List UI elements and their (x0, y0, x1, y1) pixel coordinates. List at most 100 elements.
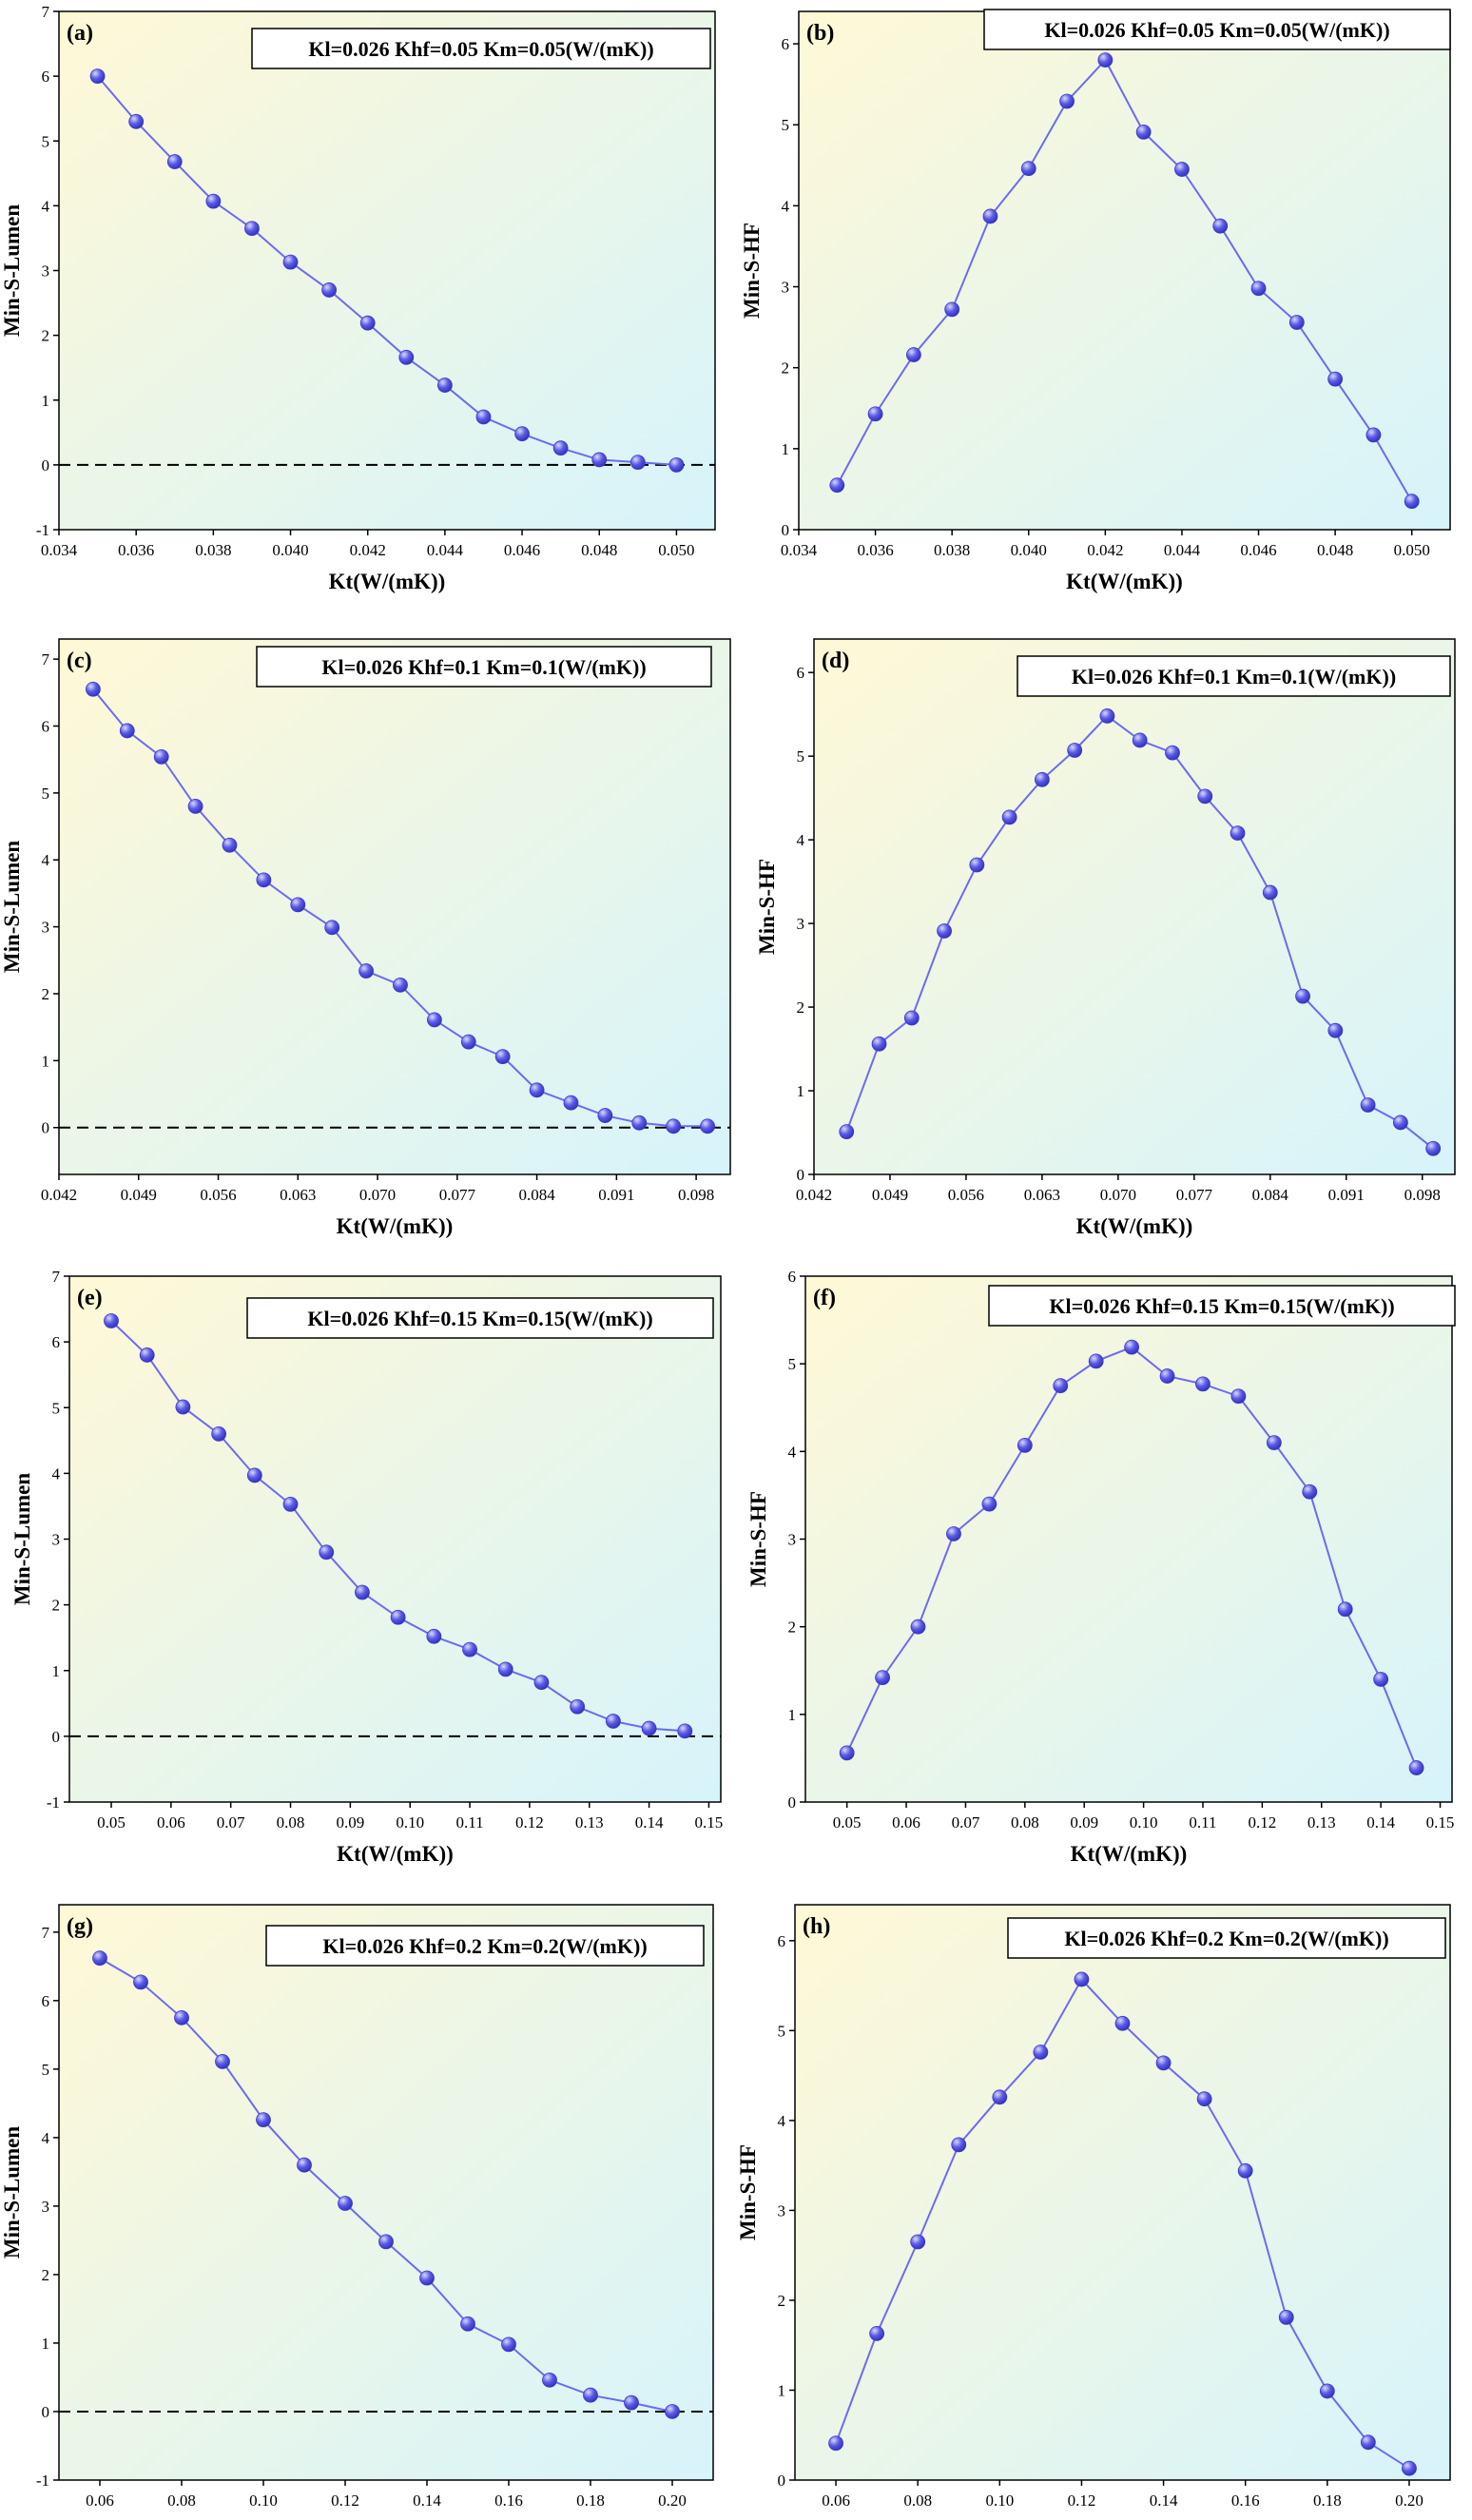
data-point (992, 2089, 1008, 2105)
x-tick-label: 0.050 (1394, 541, 1430, 559)
plot-area (59, 639, 730, 1174)
y-tick-label: 3 (797, 915, 805, 933)
data-point (205, 193, 222, 209)
data-point (570, 1698, 586, 1715)
data-point (1053, 1378, 1069, 1394)
x-tick-label: 0.056 (200, 1186, 236, 1204)
data-point (839, 1124, 855, 1140)
x-tick-label: 0.042 (41, 1186, 77, 1204)
panel-g: 0.06 0.08 0.10 0.12 0.14 0.16 0.18 0.20 -1 0 1 2 3 4 5… (0, 1904, 714, 2510)
annotation-box (246, 1297, 714, 1339)
y-tick-label: 2 (782, 359, 790, 378)
x-tick-label: 0.18 (1313, 2491, 1342, 2510)
data-point (1034, 771, 1050, 787)
y-tick-label: 0 (778, 2472, 786, 2490)
x-tick-label: 0.048 (581, 541, 617, 559)
x-axis-label: Kt(W/(mK)) (337, 1842, 454, 1866)
data-point (700, 1118, 715, 1134)
x-tick-label: 0.036 (857, 541, 893, 559)
data-point (1425, 1140, 1442, 1156)
annotation-text: Kl=0.026 Khf=0.15 Km=0.15(W/(mK)) (307, 1307, 652, 1330)
annotation-box (256, 646, 712, 688)
data-point (319, 1544, 335, 1560)
data-point (839, 1745, 855, 1761)
x-tick-label: 0.046 (504, 541, 540, 559)
y-tick-label: 3 (52, 1531, 61, 1549)
data-point (665, 2404, 680, 2419)
data-point (1132, 732, 1148, 748)
y-tick-label: 2 (42, 327, 50, 345)
y-axis-label: Min-S-HF (736, 2144, 760, 2240)
data-point (436, 378, 453, 393)
data-point (542, 2372, 557, 2388)
data-point (321, 282, 338, 298)
plot-area (805, 1276, 1452, 1802)
series-line (836, 58, 1413, 502)
y-tick-label: 4 (778, 2112, 786, 2130)
y-tick-label: 1 (782, 440, 790, 458)
x-axis-label: Kt(W/(mK)) (1076, 1214, 1193, 1238)
annotation-text: Kl=0.026 Khf=0.1 Km=0.1(W/(mK)) (1072, 665, 1396, 688)
data-point (1237, 2162, 1253, 2179)
annotation-text: Kl=0.026 Khf=0.05 Km=0.05(W/(mK)) (308, 37, 653, 61)
annotation-text: Kl=0.026 Khf=0.1 Km=0.1(W/(mK)) (321, 655, 646, 679)
panel-f: 0.05 0.06 0.07 0.08 0.09 0.10 0.11 0.12 0.13 0.14… (746, 1268, 1456, 1866)
data-point (946, 1526, 961, 1541)
data-point (867, 406, 883, 422)
x-tick-label: 0.070 (1100, 1186, 1136, 1204)
data-point (1059, 93, 1075, 109)
y-tick-label: 0 (797, 1166, 805, 1184)
data-point (869, 2326, 885, 2341)
y-tick-label: 1 (52, 1662, 61, 1680)
data-point (419, 2270, 435, 2286)
x-tick-label: 0.15 (695, 1813, 724, 1832)
data-point (1404, 494, 1420, 510)
data-point (338, 2196, 353, 2211)
data-point (668, 456, 685, 473)
y-tick-label: -1 (47, 1793, 60, 1812)
annotation-box (988, 1285, 1456, 1327)
data-point (92, 1950, 107, 1967)
y-tick-label: 2 (788, 1619, 797, 1637)
data-point (1001, 809, 1017, 825)
panel-d: 0.042 0.049 0.056 0.063 0.070 0.077 0.084 0.091… (755, 638, 1456, 1238)
data-point (951, 2137, 967, 2153)
y-tick-label: 4 (797, 831, 805, 849)
x-tick-label: 0.040 (272, 541, 308, 559)
x-tick-label: 0.06 (822, 2491, 850, 2510)
x-axis-label: Kt(W/(mK)) (329, 570, 446, 593)
plot-frame (58, 638, 731, 1175)
x-tick-label: 0.05 (97, 1813, 126, 1832)
y-tick-label: 4 (42, 2129, 50, 2147)
y-tick-label: 1 (42, 1052, 50, 1070)
data-point (256, 872, 272, 888)
data-point (1165, 745, 1180, 761)
y-tick-label: 0 (42, 2403, 50, 2421)
series-line (96, 75, 677, 466)
data-point (1159, 1368, 1175, 1384)
x-tick-label: 0.06 (157, 1813, 185, 1832)
data-point (1020, 161, 1036, 177)
y-tick-label: 3 (778, 2201, 786, 2220)
x-tick-label: 0.14 (413, 2491, 441, 2510)
panel-b: 0.034 0.036 0.038 0.040 0.042 0.044 0.046 0.048… (740, 9, 1451, 593)
data-point (1402, 2460, 1417, 2476)
data-point (1408, 1760, 1424, 1775)
x-tick-label: 0.10 (1130, 1813, 1158, 1832)
data-point (629, 455, 646, 471)
data-point (1195, 1376, 1211, 1392)
y-tick-label: 3 (42, 2198, 50, 2216)
y-tick-label: 5 (42, 2061, 50, 2079)
data-point (1327, 371, 1344, 387)
x-tick-label: 0.11 (455, 1813, 483, 1832)
y-axis-label: Min-S-HF (746, 1491, 770, 1587)
data-point (981, 1496, 997, 1512)
y-tick-label: 4 (52, 1464, 61, 1483)
panel-e: 0.05 0.06 0.07 0.08 0.09 0.10 0.11 0.12 0.13 0.14… (10, 1268, 723, 1866)
data-point (460, 1034, 476, 1050)
x-tick-label: 0.036 (118, 541, 154, 559)
x-tick-label: 0.13 (575, 1813, 604, 1832)
panel-label: (b) (806, 21, 834, 46)
annotation-box (983, 9, 1451, 50)
